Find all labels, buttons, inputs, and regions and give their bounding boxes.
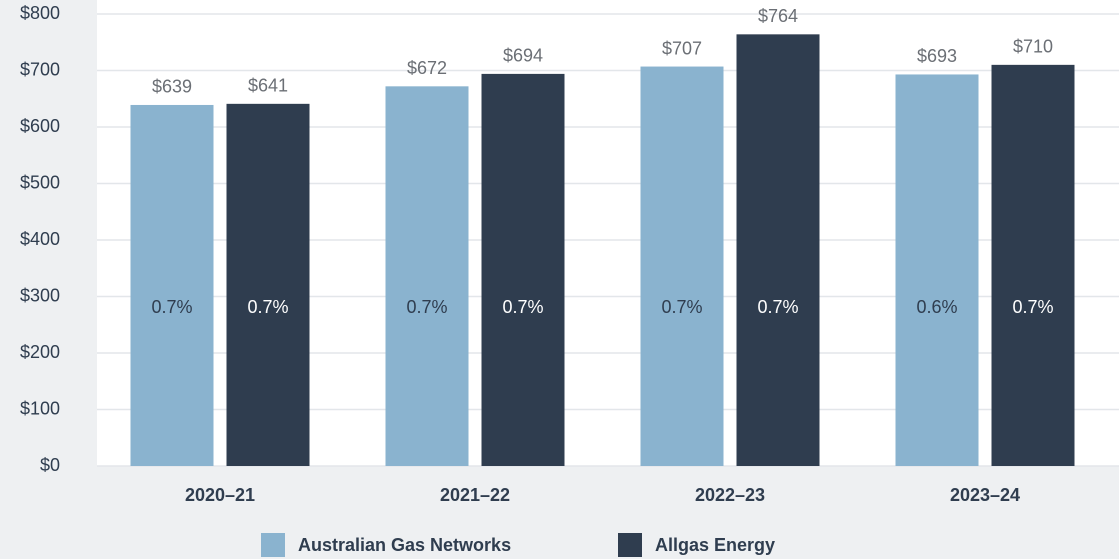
- bar: [991, 64, 1075, 466]
- bar: [130, 104, 214, 466]
- bar: [640, 66, 724, 467]
- share-label: 0.7%: [502, 297, 543, 317]
- share-label: 0.7%: [661, 297, 702, 317]
- y-tick-label: $800: [20, 3, 60, 23]
- y-tick-label: $600: [20, 116, 60, 136]
- value-label: $694: [503, 46, 543, 66]
- bar: [226, 103, 310, 467]
- x-tick-label: 2023–24: [950, 485, 1020, 505]
- value-label: $693: [917, 46, 957, 66]
- y-tick-label: $100: [20, 398, 60, 418]
- legend-swatch: [618, 533, 642, 557]
- share-label: 0.7%: [151, 297, 192, 317]
- y-tick-label: $700: [20, 59, 60, 79]
- x-tick-label: 2020–21: [185, 485, 255, 505]
- bar: [481, 73, 565, 466]
- y-tick-label: $200: [20, 342, 60, 362]
- value-label: $672: [407, 58, 447, 78]
- value-label: $707: [662, 38, 702, 58]
- legend-label: Allgas Energy: [655, 535, 775, 555]
- y-tick-label: $500: [20, 172, 60, 192]
- share-label: 0.6%: [916, 297, 957, 317]
- value-label: $710: [1013, 37, 1053, 57]
- y-tick-label: $400: [20, 229, 60, 249]
- value-label: $641: [248, 76, 288, 96]
- share-label: 0.7%: [247, 297, 288, 317]
- y-tick-label: $300: [20, 285, 60, 305]
- bar: [895, 74, 979, 466]
- share-label: 0.7%: [1012, 297, 1053, 317]
- legend-swatch: [261, 533, 285, 557]
- bar: [736, 34, 820, 467]
- y-tick-label: $0: [40, 455, 60, 475]
- value-label: $764: [758, 6, 798, 26]
- bar: [385, 86, 469, 466]
- x-tick-label: 2022–23: [695, 485, 765, 505]
- share-label: 0.7%: [757, 297, 798, 317]
- x-tick-label: 2021–22: [440, 485, 510, 505]
- value-label: $639: [152, 77, 192, 97]
- share-label: 0.7%: [406, 297, 447, 317]
- legend-label: Australian Gas Networks: [298, 535, 511, 555]
